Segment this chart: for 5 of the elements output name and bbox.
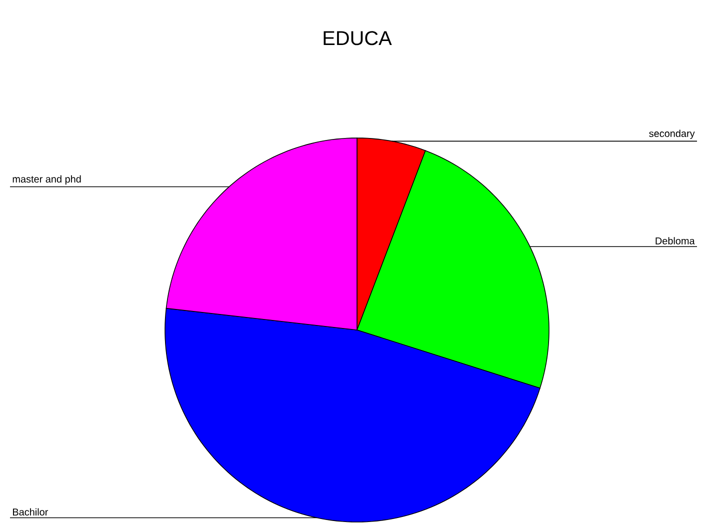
slice-label: master and phd	[12, 175, 81, 185]
chart-title: EDUCA	[324, 31, 392, 46]
slice-label: Bachilor	[13, 508, 48, 516]
slice-label: secondary	[649, 130, 695, 139]
slice-label: Debloma	[656, 237, 695, 244]
